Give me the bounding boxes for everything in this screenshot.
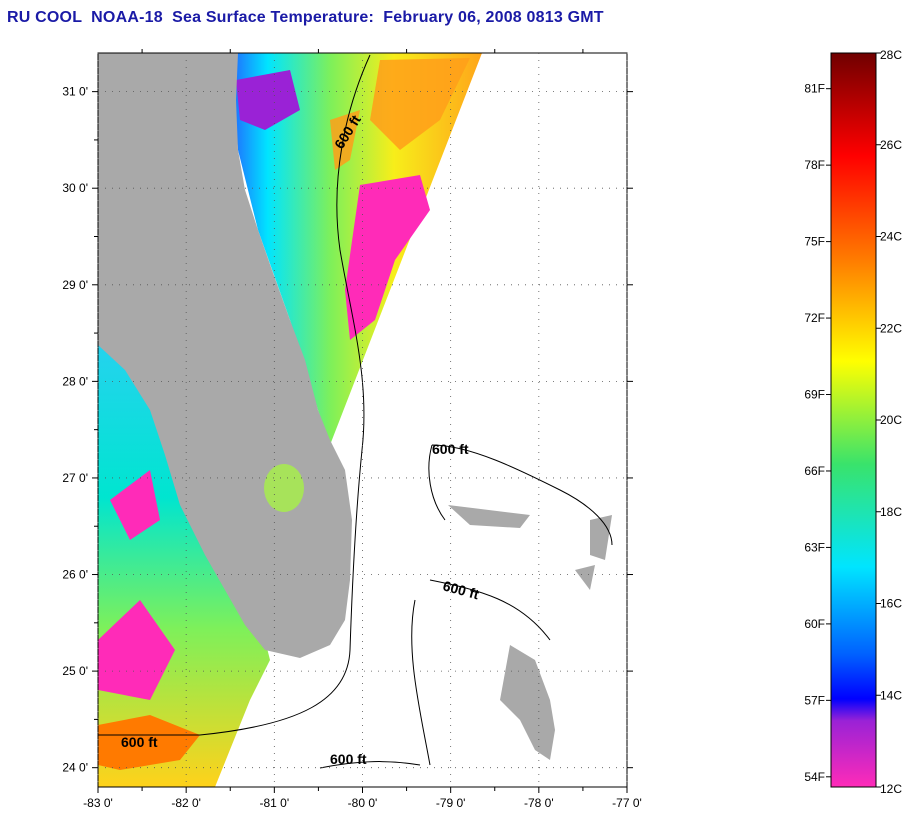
tick-label-lon: -77 0' bbox=[612, 796, 642, 810]
colorbar-label-f: 72F bbox=[804, 311, 825, 325]
colorbar-label-f: 57F bbox=[804, 693, 825, 707]
isobath-600ft bbox=[98, 54, 421, 769]
tick-label-lat: 31 0' bbox=[62, 85, 88, 99]
bahamas-bank-outline bbox=[411, 444, 613, 766]
colorbar-label-c: 22C bbox=[880, 321, 902, 335]
colorbar-label-c: 26C bbox=[880, 138, 902, 152]
tick-label-lat: 30 0' bbox=[62, 181, 88, 195]
warm-streaks bbox=[330, 58, 470, 170]
tick-label-lon: -79 0' bbox=[436, 796, 466, 810]
colorbar-label-f: 60F bbox=[804, 617, 825, 631]
colorbar-label-f: 63F bbox=[804, 540, 825, 554]
colorbar-label-f: 66F bbox=[804, 464, 825, 478]
tick-label-lon: -83 0' bbox=[83, 796, 113, 810]
colorbar-label-f: 78F bbox=[804, 158, 825, 172]
tick-label-lon: -80 0' bbox=[348, 796, 378, 810]
longitude-axis: -83 0' -82 0' -81 0' -80 0' -79 0' -78 0' -77 … bbox=[83, 49, 642, 810]
tick-label-lat: 27 0' bbox=[62, 471, 88, 485]
colorbar-label-c: 12C bbox=[880, 782, 902, 796]
colorbar-label-c: 16C bbox=[880, 597, 902, 611]
isobath-label-keys: 600 ft bbox=[121, 734, 158, 750]
colorbar-label-f: 81F bbox=[804, 82, 825, 96]
tick-label-lat: 25 0' bbox=[62, 664, 88, 678]
isobath-label-south: 600 ft bbox=[330, 751, 367, 767]
tick-label-lon: -82 0' bbox=[171, 796, 201, 810]
colorbar-celsius-labels: 28C 26C 24C 22C 20C 18C 16C 14C 12C bbox=[876, 48, 902, 796]
tick-label-lon: -78 0' bbox=[524, 796, 554, 810]
tick-label-lon: -81 0' bbox=[260, 796, 290, 810]
colorbar-label-c: 14C bbox=[880, 688, 902, 702]
colorbar-gradient bbox=[830, 52, 877, 788]
colorbar-label-c: 18C bbox=[880, 505, 902, 519]
colorbar-label-c: 20C bbox=[880, 413, 902, 427]
isobath-label-bahamas: 600 ft bbox=[432, 441, 469, 457]
colorbar-label-c: 24C bbox=[880, 230, 902, 244]
tick-label-lat: 28 0' bbox=[62, 374, 88, 388]
colorbar-label-f: 75F bbox=[804, 235, 825, 249]
tick-label-lat: 29 0' bbox=[62, 278, 88, 292]
colorbar-label-c: 28C bbox=[880, 48, 902, 62]
map-panel bbox=[98, 53, 627, 787]
colorbar: 28C 26C 24C 22C 20C 18C 16C 14C 12C 81F 78F 75F 72F… bbox=[804, 48, 902, 796]
colorbar-fahrenheit-labels: 81F 78F 75F 72F 69F 66F 63F 60F 57F 54F bbox=[804, 82, 831, 784]
map-title: RU COOL NOAA-18 Sea Surface Temperature:… bbox=[7, 9, 604, 26]
lake-okeechobee bbox=[264, 464, 304, 512]
latitude-axis: 31 0' 30 0' 29 0' 28 0' 27 0' 26 0' 25 0' 24 0' bbox=[62, 85, 633, 775]
colorbar-label-f: 69F bbox=[804, 388, 825, 402]
colorbar-label-f: 54F bbox=[804, 770, 825, 784]
cold-patches bbox=[98, 70, 430, 770]
tick-label-lat: 24 0' bbox=[62, 761, 88, 775]
tick-label-lat: 26 0' bbox=[62, 568, 88, 582]
